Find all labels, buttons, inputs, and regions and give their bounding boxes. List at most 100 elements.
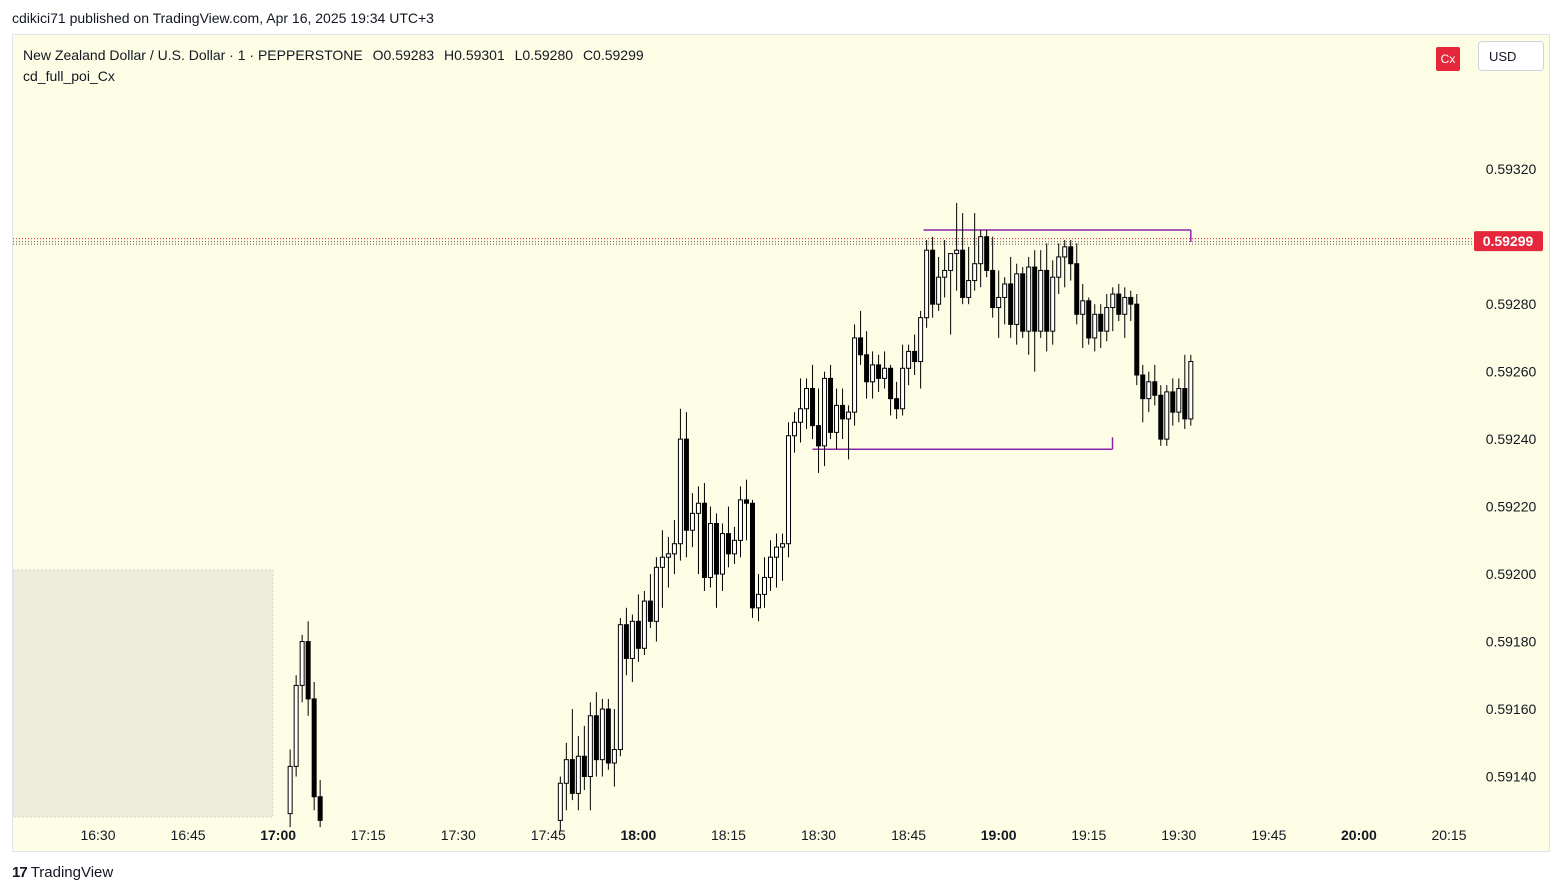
y-tick-label: 0.59200 bbox=[1486, 566, 1537, 582]
candle-body bbox=[966, 280, 972, 298]
chart-area[interactable]: 0.59320 0.59280 0.59260 0.59240 0.59220 0.592… bbox=[12, 34, 1550, 852]
candle-body bbox=[1182, 388, 1188, 420]
x-tick-label: 18:45 bbox=[891, 827, 926, 843]
candle-body bbox=[1140, 374, 1146, 400]
candle-body bbox=[641, 600, 647, 649]
candle-body bbox=[786, 435, 792, 545]
candle-body bbox=[924, 249, 930, 319]
candle-body bbox=[743, 499, 749, 504]
candle-body bbox=[653, 566, 659, 622]
publish-info: cdikici71 published on TradingView.com, … bbox=[12, 10, 434, 26]
candle-body bbox=[792, 421, 798, 437]
candle-body bbox=[798, 408, 804, 423]
candlestick-chart[interactable]: 0.59320 0.59280 0.59260 0.59240 0.59220 0.592… bbox=[13, 35, 1551, 853]
candle-body bbox=[695, 502, 701, 514]
currency-button[interactable]: USD bbox=[1478, 41, 1544, 71]
candle-body bbox=[1188, 361, 1194, 420]
candle-body bbox=[942, 269, 948, 278]
candle-body bbox=[1086, 300, 1092, 339]
candle-body bbox=[900, 367, 906, 410]
candle-body bbox=[1074, 263, 1080, 315]
footer-brand[interactable]: TradingView bbox=[30, 864, 114, 881]
candle-body bbox=[689, 512, 695, 531]
legend-low: L0.59280 bbox=[514, 47, 574, 63]
indicator-badge[interactable]: Cx bbox=[1436, 47, 1460, 71]
candle-body bbox=[1050, 276, 1056, 332]
candle-body bbox=[936, 276, 942, 305]
footer: 17 TradingView bbox=[12, 864, 113, 881]
x-tick-label: 19:15 bbox=[1071, 827, 1106, 843]
candle-body bbox=[719, 533, 725, 575]
candle-body bbox=[299, 641, 305, 686]
candle-body bbox=[599, 708, 605, 761]
candle-body bbox=[918, 317, 924, 363]
candle-body bbox=[858, 337, 864, 356]
tradingview-logo-icon[interactable]: 17 bbox=[12, 864, 28, 881]
candle-body bbox=[852, 337, 858, 413]
candle-body bbox=[731, 539, 737, 555]
candle-body bbox=[311, 698, 317, 798]
candle-body bbox=[1110, 293, 1116, 309]
candle-body bbox=[984, 236, 990, 271]
session-shade bbox=[13, 569, 274, 818]
candle-body bbox=[822, 377, 828, 447]
last-price-badge bbox=[1474, 231, 1543, 252]
candle-body bbox=[882, 367, 888, 379]
candle-body bbox=[1014, 273, 1020, 325]
candle-body bbox=[755, 593, 761, 609]
x-tick-label: 18:15 bbox=[711, 827, 746, 843]
candle-body bbox=[846, 411, 852, 420]
candle-body bbox=[870, 364, 876, 383]
candle-body bbox=[713, 522, 719, 575]
candle-body bbox=[804, 388, 810, 410]
candle-body bbox=[611, 749, 617, 764]
candle-body bbox=[563, 759, 569, 784]
candle-body bbox=[1068, 246, 1074, 265]
legend-symbol[interactable]: New Zealand Dollar / U.S. Dollar · 1 · P… bbox=[23, 47, 363, 63]
candle-body bbox=[1092, 313, 1098, 339]
candle-body bbox=[305, 641, 311, 700]
candle-body bbox=[1134, 303, 1140, 376]
last-price-label: 0.59299 bbox=[1483, 233, 1534, 249]
candle-body bbox=[293, 684, 299, 767]
x-tick-label: 16:45 bbox=[171, 827, 206, 843]
candle-body bbox=[683, 438, 689, 531]
candle-body bbox=[840, 404, 846, 420]
x-tick-label: 20:00 bbox=[1341, 827, 1377, 843]
indicator-name[interactable]: cd_full_poi_Cx bbox=[23, 68, 115, 84]
candle-body bbox=[930, 249, 936, 305]
candle-body bbox=[737, 499, 743, 541]
candle-body bbox=[876, 364, 882, 379]
candle-body bbox=[629, 620, 635, 659]
x-tick-label: 19:30 bbox=[1161, 827, 1196, 843]
candle-body bbox=[1080, 300, 1086, 315]
candle-body bbox=[1152, 381, 1158, 396]
candle-body bbox=[888, 367, 894, 400]
candle-body bbox=[1128, 296, 1134, 305]
candle-body bbox=[287, 765, 293, 815]
chart-legend: New Zealand Dollar / U.S. Dollar · 1 · P… bbox=[23, 45, 650, 87]
candle-body bbox=[1032, 266, 1038, 332]
candle-body bbox=[1008, 283, 1014, 325]
y-tick-label: 0.59140 bbox=[1486, 769, 1537, 785]
candle-body bbox=[1002, 283, 1008, 298]
candle-body bbox=[864, 354, 870, 383]
candle-body bbox=[948, 253, 954, 271]
candle-body bbox=[617, 624, 623, 751]
candle-body bbox=[761, 576, 767, 595]
candle-body bbox=[894, 398, 900, 410]
candle-body bbox=[749, 502, 755, 609]
x-tick-label: 17:30 bbox=[441, 827, 476, 843]
x-tick-label: 17:00 bbox=[260, 827, 296, 843]
candle-body bbox=[960, 249, 966, 298]
candle-body bbox=[954, 249, 960, 255]
candle-body bbox=[317, 796, 323, 821]
candle-body bbox=[581, 755, 587, 778]
candle-body bbox=[780, 543, 786, 548]
candle-body bbox=[677, 438, 683, 545]
candle-body bbox=[1116, 293, 1122, 315]
candle-body bbox=[605, 708, 611, 764]
candle-body bbox=[587, 715, 593, 778]
candle-body bbox=[1098, 313, 1104, 332]
candle-body bbox=[990, 269, 996, 309]
